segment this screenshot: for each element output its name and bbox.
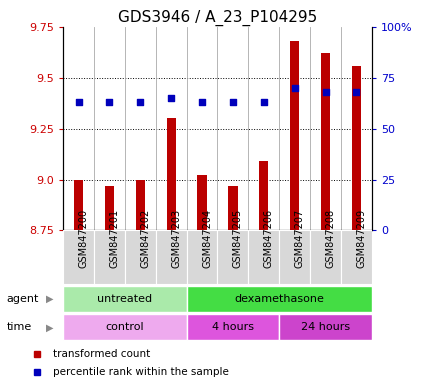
Point <box>291 85 298 91</box>
Point <box>260 99 267 105</box>
Text: ▶: ▶ <box>46 322 53 333</box>
Text: GSM847202: GSM847202 <box>140 209 150 268</box>
Bar <box>135 180 145 230</box>
Bar <box>125 27 155 230</box>
Text: transformed count: transformed count <box>53 349 150 359</box>
Bar <box>340 27 371 230</box>
Bar <box>186 286 371 311</box>
Text: GSM847200: GSM847200 <box>78 209 88 268</box>
Bar <box>279 314 371 340</box>
Text: 24 hours: 24 hours <box>300 322 349 333</box>
Text: GSM847201: GSM847201 <box>109 209 119 268</box>
Bar <box>63 230 94 284</box>
Text: ▶: ▶ <box>46 293 53 304</box>
Bar <box>279 27 309 230</box>
Bar <box>289 41 299 230</box>
Bar <box>63 314 186 340</box>
Text: GSM847209: GSM847209 <box>356 209 365 268</box>
Text: dexamethasone: dexamethasone <box>234 293 323 304</box>
Bar <box>155 27 186 230</box>
Bar <box>197 175 206 230</box>
Bar <box>125 230 155 284</box>
Text: 4 hours: 4 hours <box>211 322 253 333</box>
Bar <box>279 230 309 284</box>
Text: GSM847203: GSM847203 <box>171 209 181 268</box>
Bar <box>248 230 279 284</box>
Bar <box>259 161 268 230</box>
Bar <box>94 27 125 230</box>
Bar <box>186 230 217 284</box>
Bar <box>320 53 329 230</box>
Point <box>229 99 236 105</box>
Text: GSM847206: GSM847206 <box>263 209 273 268</box>
Bar <box>340 230 371 284</box>
Text: GSM847207: GSM847207 <box>294 209 304 268</box>
Bar <box>309 230 340 284</box>
Text: time: time <box>7 322 32 333</box>
Title: GDS3946 / A_23_P104295: GDS3946 / A_23_P104295 <box>118 9 316 25</box>
Bar <box>166 118 175 230</box>
Bar <box>248 27 279 230</box>
Text: GSM847205: GSM847205 <box>233 209 242 268</box>
Bar <box>217 27 248 230</box>
Bar <box>309 27 340 230</box>
Text: GSM847204: GSM847204 <box>201 209 211 268</box>
Bar <box>105 185 114 230</box>
Bar <box>217 230 248 284</box>
Bar <box>74 180 83 230</box>
Point <box>75 99 82 105</box>
Bar <box>155 230 186 284</box>
Text: agent: agent <box>7 293 39 304</box>
Point <box>137 99 144 105</box>
Point <box>106 99 113 105</box>
Text: percentile rank within the sample: percentile rank within the sample <box>53 366 228 377</box>
Point <box>168 95 174 101</box>
Bar <box>63 286 186 311</box>
Bar <box>228 185 237 230</box>
Bar <box>186 27 217 230</box>
Point <box>352 89 359 95</box>
Point <box>198 99 205 105</box>
Bar <box>63 27 94 230</box>
Bar <box>186 314 279 340</box>
Point <box>322 89 329 95</box>
Bar <box>351 66 360 230</box>
Text: GSM847208: GSM847208 <box>325 209 335 268</box>
Text: untreated: untreated <box>97 293 152 304</box>
Bar <box>94 230 125 284</box>
Text: control: control <box>105 322 144 333</box>
